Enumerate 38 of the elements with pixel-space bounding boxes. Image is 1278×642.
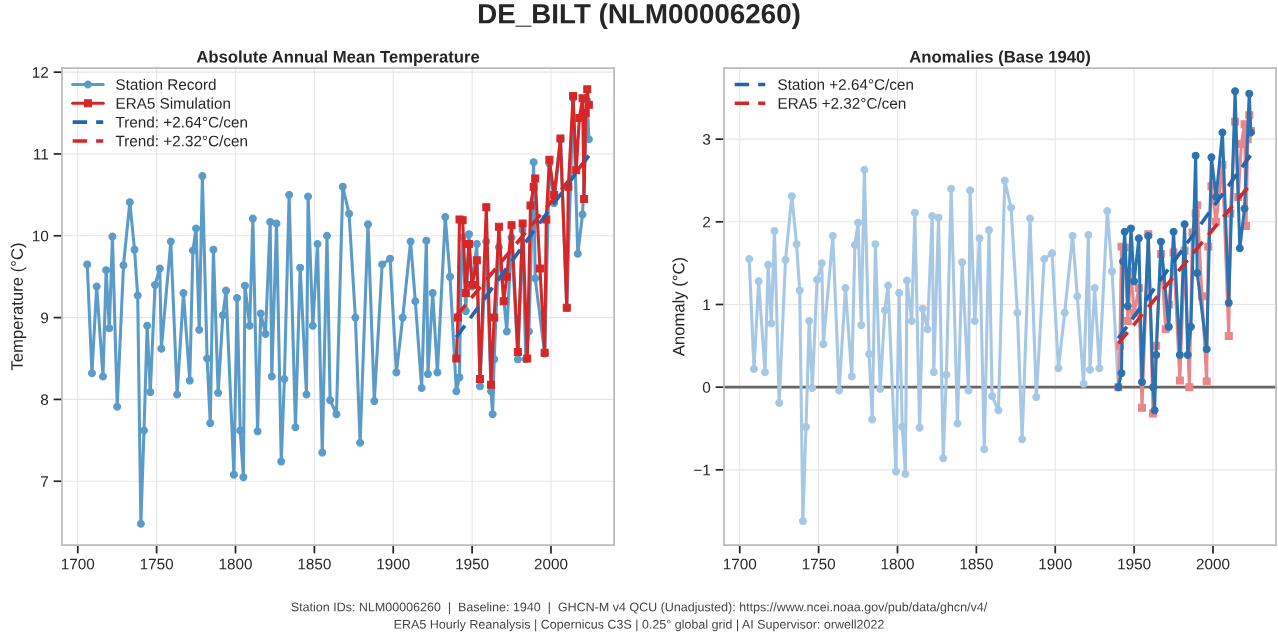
y-tick-label: 10 xyxy=(32,230,49,242)
y-axis-title: Temperature (°C) xyxy=(10,243,27,371)
x-tick-label: 1750 xyxy=(140,558,174,570)
y-axis-title: Anomaly (°C) xyxy=(672,257,688,357)
y-tick-label: 8 xyxy=(40,394,49,406)
x-tick-label: 2000 xyxy=(534,558,568,570)
x-tick-label: 1800 xyxy=(881,558,914,570)
y-tick-label: 7 xyxy=(41,476,49,487)
y-tick-label: 11 xyxy=(34,148,49,160)
x-tick-label: 1850 xyxy=(960,558,993,570)
legend-label: ERA5 Simulation xyxy=(116,97,230,109)
x-tick-label: 1950 xyxy=(456,558,489,570)
text: DE_BILT (NLM00006260) xyxy=(479,3,800,30)
y-tick-label: 0 xyxy=(702,382,711,393)
chart-title: Anomalies (Base 1940) xyxy=(909,50,1090,66)
y-tick-label: 9 xyxy=(41,312,49,324)
text: ERA5 Hourly Reanalysis | Copernicus C3S | 0.25° global grid | AI Supervisor: orwell2022 xyxy=(394,619,884,632)
chart-title: Absolute Annual Mean Temperature xyxy=(196,50,480,66)
y-tick-label: 3 xyxy=(702,134,711,145)
y-tick-label: −1 xyxy=(694,464,711,476)
legend-label: Trend: +2.64°C/cen xyxy=(115,116,247,128)
x-tick-label: 1800 xyxy=(219,558,252,570)
y-tick-label: 12 xyxy=(32,67,49,78)
x-tick-label: 1900 xyxy=(1039,558,1072,570)
x-tick-label: 1700 xyxy=(61,558,95,570)
legend-label: ERA5 +2.32°C/cen xyxy=(778,97,906,109)
legend-label: Station +2.64°C/cen xyxy=(778,78,913,90)
x-tick-label: 2000 xyxy=(1196,558,1230,570)
y-tick-label: 1 xyxy=(703,299,711,311)
legend-label: Trend: +2.32°C/cen xyxy=(115,135,247,147)
x-tick-label: 1950 xyxy=(1118,558,1151,570)
x-tick-label: 1750 xyxy=(802,558,836,570)
text: Station IDs: NLM00006260 | Baseline: 1940 | GHCN-M v4 QCU (Unadjusted): https://www.ncei.noaa.gov/pub/data/ghcn/v4/ xyxy=(291,602,988,614)
y-tick-label: 2 xyxy=(703,216,711,228)
x-tick-label: 1700 xyxy=(723,558,757,570)
x-tick-label: 1900 xyxy=(377,558,410,570)
legend-label: Station Record xyxy=(116,78,216,90)
x-tick-label: 1850 xyxy=(298,558,331,570)
